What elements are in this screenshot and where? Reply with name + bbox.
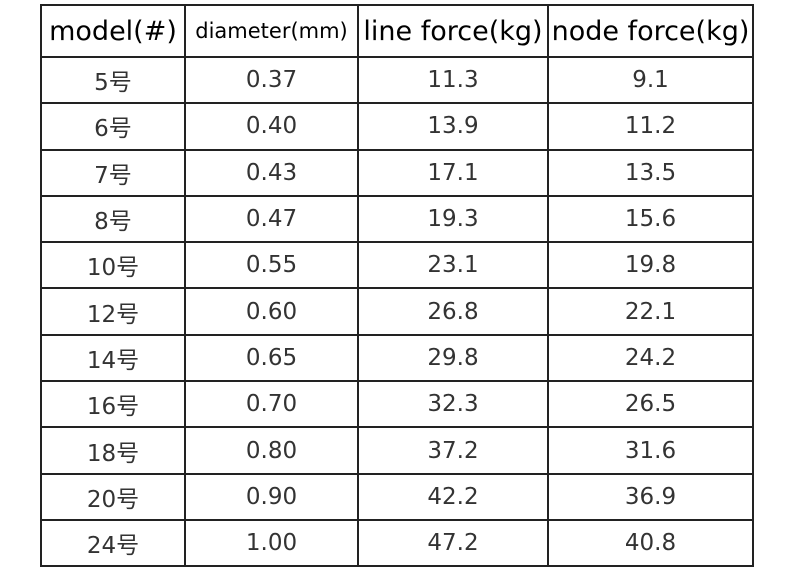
table-cell: 31.6 — [547, 426, 754, 475]
table-cell: 40.8 — [547, 518, 754, 568]
table-row: 12号 0.60 26.8 22.1 — [40, 287, 754, 336]
table-cell: 36.9 — [547, 472, 754, 521]
table-body: 5号 0.37 11.3 9.1 6号 0.40 13.9 11.2 7号 0.43 17.1 13.… — [40, 55, 754, 568]
table-row: 7号 0.43 17.1 13.5 — [40, 148, 754, 197]
table-cell: 10号 — [40, 241, 186, 290]
table-cell: 13.9 — [357, 102, 549, 151]
table-cell: 0.80 — [184, 426, 359, 475]
table-cell: 9.1 — [547, 55, 754, 105]
table-cell: 1.00 — [184, 518, 359, 568]
table-cell: 0.55 — [184, 241, 359, 290]
table-cell: 23.1 — [357, 241, 549, 290]
table-cell: 47.2 — [357, 518, 549, 568]
table-cell: 5号 — [40, 55, 186, 105]
table-cell: 15.6 — [547, 194, 754, 244]
table-cell: 24.2 — [547, 333, 754, 383]
table-cell: 13.5 — [547, 148, 754, 197]
table-cell: 0.65 — [184, 333, 359, 383]
table-cell: 16号 — [40, 380, 186, 429]
table-cell: 26.8 — [357, 287, 549, 336]
table-cell: 20号 — [40, 472, 186, 521]
table-row: 18号 0.80 37.2 31.6 — [40, 426, 754, 475]
table-cell: 32.3 — [357, 380, 549, 429]
table-cell: 14号 — [40, 333, 186, 383]
table-cell: 18号 — [40, 426, 186, 475]
table-cell: 11.2 — [547, 102, 754, 151]
header-cell: line force(kg) — [357, 4, 549, 58]
header-cell: diameter(mm) — [184, 4, 359, 58]
table-header: model(#) diameter(mm) line force(kg) node f… — [40, 4, 754, 58]
header-row: model(#) diameter(mm) line force(kg) node f… — [40, 4, 754, 58]
table-row: 8号 0.47 19.3 15.6 — [40, 194, 754, 244]
table-cell: 19.3 — [357, 194, 549, 244]
header-cell: node force(kg) — [547, 4, 754, 58]
table-cell: 37.2 — [357, 426, 549, 475]
table-row: 6号 0.40 13.9 11.2 — [40, 102, 754, 151]
table-cell: 0.43 — [184, 148, 359, 197]
table-row: 20号 0.90 42.2 36.9 — [40, 472, 754, 521]
table-cell: 0.47 — [184, 194, 359, 244]
table-cell: 29.8 — [357, 333, 549, 383]
table-cell: 19.8 — [547, 241, 754, 290]
table-cell: 0.37 — [184, 55, 359, 105]
table-cell: 6号 — [40, 102, 186, 151]
table-cell: 7号 — [40, 148, 186, 197]
table-row: 16号 0.70 32.3 26.5 — [40, 380, 754, 429]
table-row: 14号 0.65 29.8 24.2 — [40, 333, 754, 383]
table-row: 5号 0.37 11.3 9.1 — [40, 55, 754, 105]
table-cell: 0.90 — [184, 472, 359, 521]
table-cell: 42.2 — [357, 472, 549, 521]
table-cell: 0.40 — [184, 102, 359, 151]
table-cell: 0.60 — [184, 287, 359, 336]
table-cell: 17.1 — [357, 148, 549, 197]
table-cell: 24号 — [40, 518, 186, 568]
table-row: 24号 1.00 47.2 40.8 — [40, 518, 754, 568]
table-cell: 0.70 — [184, 380, 359, 429]
header-cell: model(#) — [40, 4, 186, 58]
spec-table: model(#) diameter(mm) line force(kg) node f… — [40, 4, 754, 568]
table-cell: 12号 — [40, 287, 186, 336]
table-cell: 22.1 — [547, 287, 754, 336]
table-cell: 8号 — [40, 194, 186, 244]
table-row: 10号 0.55 23.1 19.8 — [40, 241, 754, 290]
table-cell: 11.3 — [357, 55, 549, 105]
table-cell: 26.5 — [547, 380, 754, 429]
